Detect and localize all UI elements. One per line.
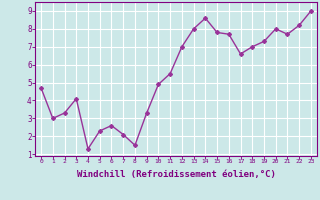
X-axis label: Windchill (Refroidissement éolien,°C): Windchill (Refroidissement éolien,°C) xyxy=(76,170,276,179)
